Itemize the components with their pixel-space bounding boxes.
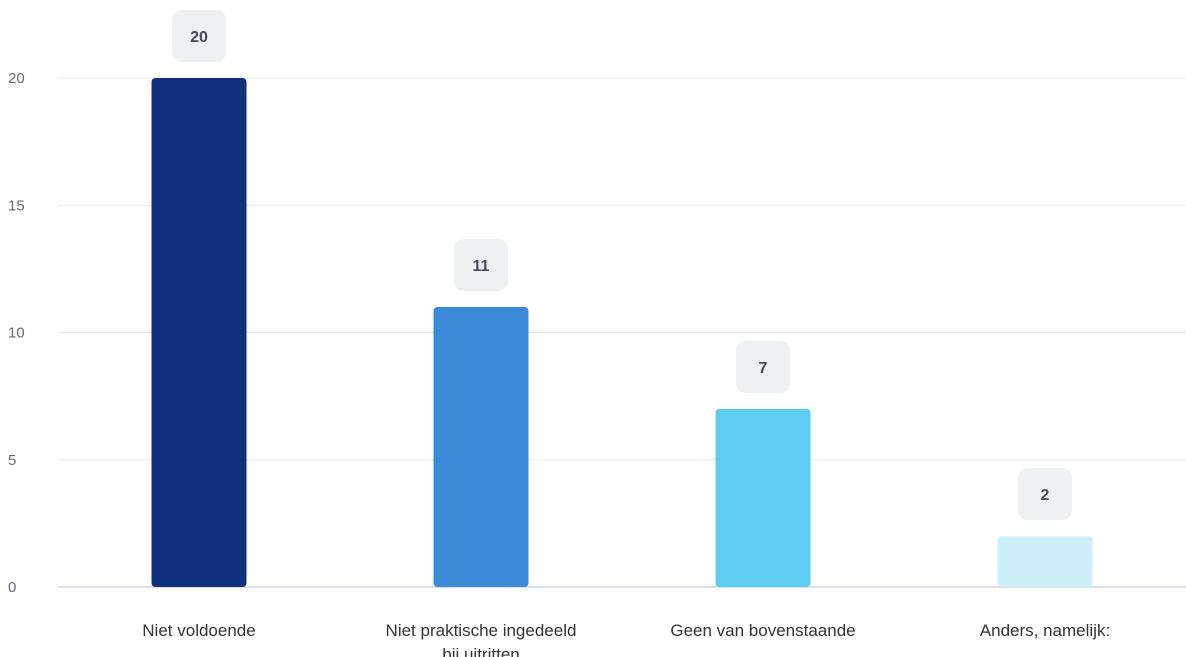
bar [715, 408, 811, 587]
y-tick-label: 10 [8, 325, 25, 342]
x-tick-label-line: Anders, namelijk: [980, 621, 1110, 640]
x-tick-label: Geen van bovenstaande [670, 621, 855, 640]
x-tick-label-line: Niet praktische ingedeeld [386, 621, 577, 640]
data-label-badge [736, 340, 790, 393]
data-label: 7 [759, 360, 768, 377]
data-label-badge [1018, 468, 1072, 521]
y-tick-label: 20 [8, 70, 25, 87]
x-tick-label: Anders, namelijk: [980, 621, 1110, 640]
y-axis-ticks: 0 5 10 15 20 [8, 70, 25, 596]
y-tick-label: 0 [8, 579, 16, 596]
y-tick-label: 5 [8, 452, 16, 469]
x-tick-label-line: Geen van bovenstaande [670, 621, 855, 640]
x-tick-label: Niet voldoende [142, 621, 255, 640]
data-label: 2 [1041, 487, 1050, 504]
data-label: 20 [190, 29, 208, 46]
bar [151, 78, 247, 587]
data-labels: 20 11 7 2 [172, 10, 1072, 521]
data-label-badge [172, 10, 226, 62]
y-tick-label: 15 [8, 197, 25, 214]
data-label: 11 [473, 258, 490, 275]
x-tick-label-line: Niet voldoende [142, 621, 255, 640]
bars [151, 78, 1093, 587]
data-label-badge [454, 239, 508, 292]
bar [997, 536, 1093, 587]
x-tick-label-line: bij uitritten [442, 645, 519, 657]
bar [433, 307, 529, 587]
x-axis-labels: Niet voldoende Niet praktische ingedeeld b… [142, 621, 1110, 657]
x-tick-label: Niet praktische ingedeeld bij uitritten [386, 621, 577, 657]
